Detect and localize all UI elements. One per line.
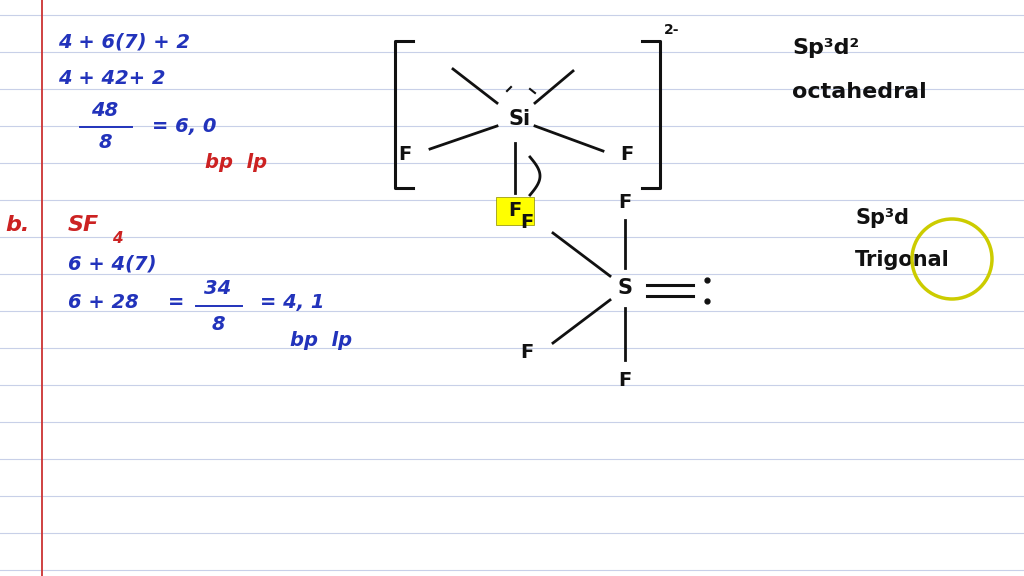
Text: 8: 8 <box>98 133 112 152</box>
Text: b.: b. <box>5 215 30 235</box>
Text: F: F <box>618 194 632 213</box>
Text: 6 + 4(7): 6 + 4(7) <box>68 254 157 273</box>
Text: 4 + 6(7) + 2: 4 + 6(7) + 2 <box>58 33 190 52</box>
Text: 8: 8 <box>211 315 225 334</box>
Text: 2-: 2- <box>664 23 680 37</box>
FancyBboxPatch shape <box>496 197 534 225</box>
Text: bp  lp: bp lp <box>290 331 352 350</box>
Text: 4: 4 <box>112 231 123 246</box>
Text: Si: Si <box>509 109 531 129</box>
Text: 34: 34 <box>205 279 231 298</box>
Text: octahedral: octahedral <box>792 82 927 102</box>
Text: S: S <box>617 278 633 298</box>
Text: F: F <box>520 214 534 233</box>
Text: = 4, 1: = 4, 1 <box>260 293 325 312</box>
Text: SF: SF <box>68 215 99 235</box>
Text: F: F <box>618 370 632 389</box>
Text: =: = <box>168 293 184 312</box>
Text: F: F <box>621 145 634 164</box>
Text: F: F <box>398 145 412 164</box>
Text: 6 + 28: 6 + 28 <box>68 293 138 312</box>
Text: F: F <box>508 202 521 221</box>
Text: 48: 48 <box>91 101 119 120</box>
Text: = 6, 0: = 6, 0 <box>152 117 216 136</box>
Text: Sp³d: Sp³d <box>855 208 909 228</box>
Text: 4 + 42+ 2: 4 + 42+ 2 <box>58 69 166 88</box>
Text: Sp³d²: Sp³d² <box>792 38 859 58</box>
Text: F: F <box>520 343 534 362</box>
Text: bp  lp: bp lp <box>205 153 267 172</box>
Text: Trigonal: Trigonal <box>855 250 949 270</box>
